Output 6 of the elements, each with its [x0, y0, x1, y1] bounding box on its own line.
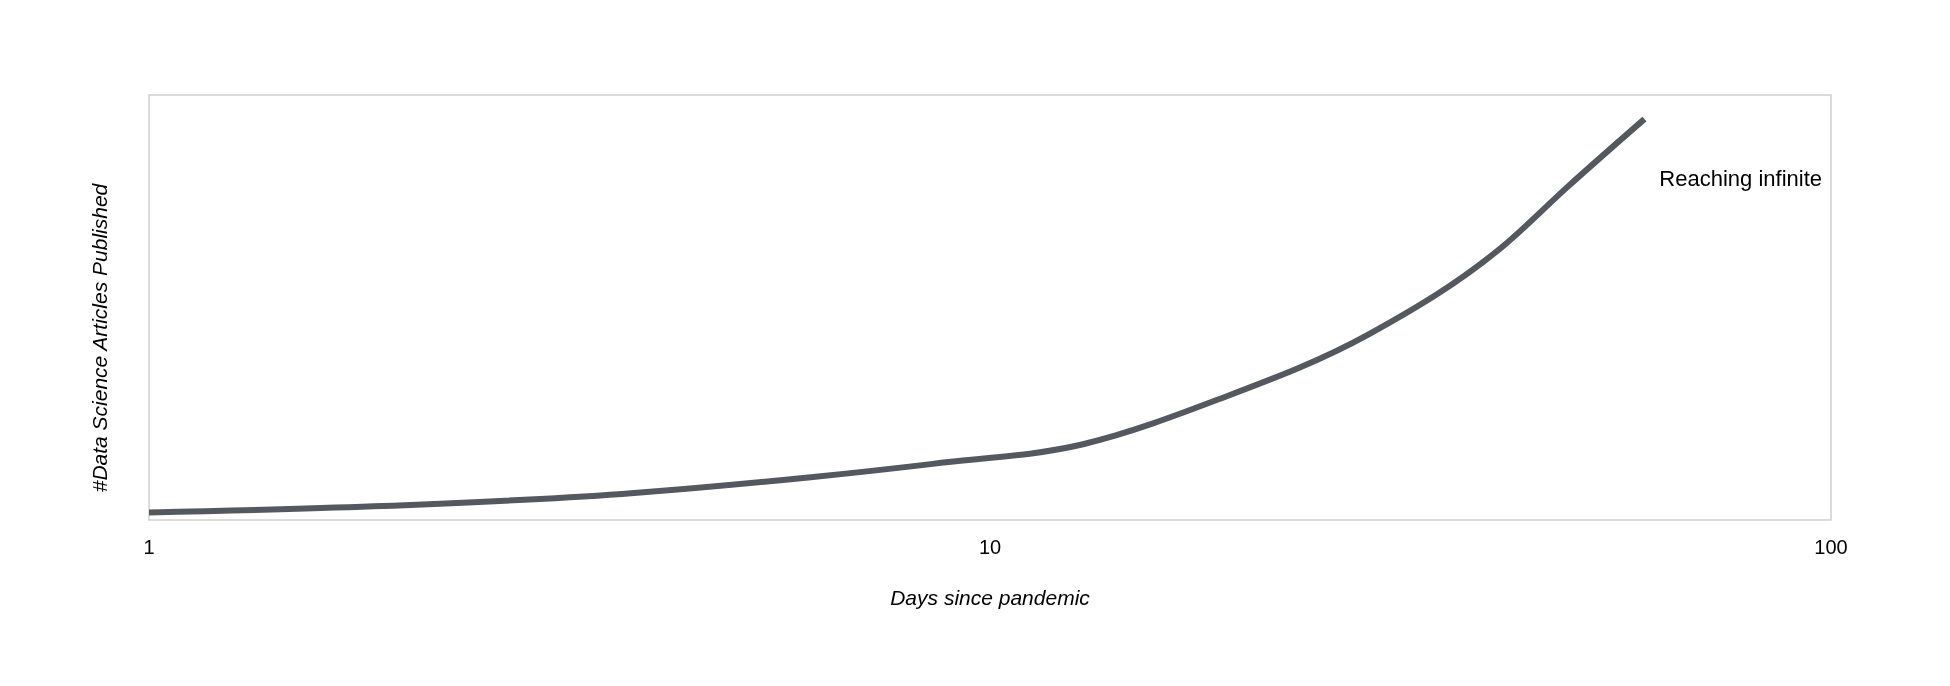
x-tick-label: 100	[1814, 536, 1848, 559]
annotation: Reaching infinite	[1659, 166, 1822, 192]
x-tick-label: 1	[143, 536, 155, 559]
x-tick-label: 10	[978, 536, 1002, 559]
y-axis-title: #Data Science Articles Published	[88, 183, 112, 492]
x-axis-title: Days since pandemic	[889, 586, 1091, 610]
